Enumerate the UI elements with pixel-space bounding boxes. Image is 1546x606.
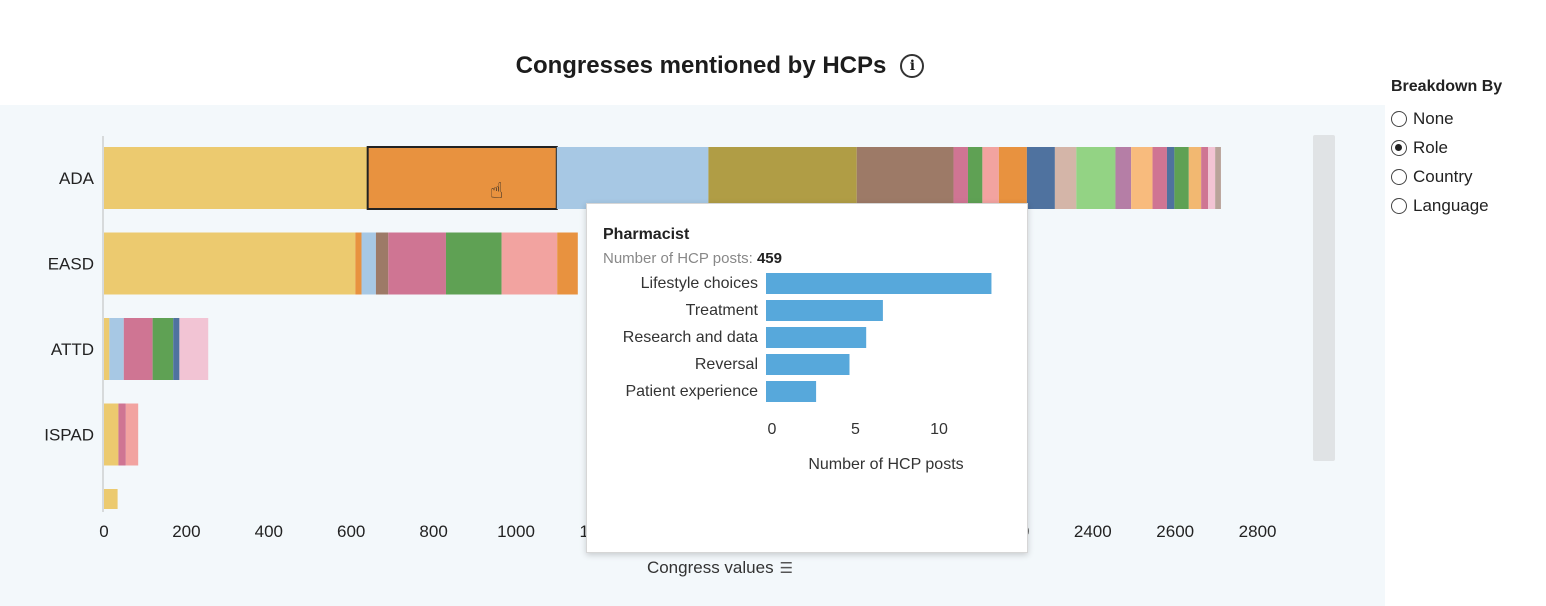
- radio-label: Country: [1413, 166, 1473, 186]
- radio-label: Language: [1413, 195, 1489, 215]
- bar-segment-ispad-0[interactable]: [104, 403, 119, 466]
- bar-segment-easd-5[interactable]: [445, 232, 502, 295]
- bar-segment-ada-2[interactable]: [556, 147, 709, 209]
- tooltip-bar: [766, 354, 850, 375]
- x-axis-label: Congress values: [646, 558, 774, 577]
- tooltip-x-tick: 5: [851, 421, 860, 438]
- radio-option-country[interactable]: Country: [1391, 162, 1502, 191]
- chart-title-wrap: Congresses mentioned by HCPs i: [0, 52, 1440, 80]
- radio-option-language[interactable]: Language: [1391, 191, 1502, 220]
- chart-title: Congresses mentioned by HCPs: [515, 52, 887, 79]
- tooltip-bar: [766, 381, 817, 402]
- bar-segment-ada-3[interactable]: [708, 147, 857, 209]
- x-tick-label: 2800: [1239, 522, 1277, 541]
- tooltip-metric-label: Number of HCP posts:: [603, 250, 753, 267]
- bar-segment-ada-6[interactable]: [967, 147, 983, 209]
- x-tick-label: 800: [419, 522, 447, 541]
- bar-segment-ada-15[interactable]: [1166, 147, 1175, 209]
- radio-label: None: [1413, 108, 1454, 128]
- radio-label: Role: [1413, 137, 1448, 157]
- x-tick-label: 2600: [1156, 522, 1194, 541]
- x-tick-label: 600: [337, 522, 365, 541]
- chart-scrollbar[interactable]: [1313, 135, 1335, 461]
- hand-pointer-icon: ☝: [490, 178, 504, 203]
- bar-segment-ada-0[interactable]: [104, 147, 368, 209]
- tooltip-metric: Number of HCP posts: 459: [603, 250, 782, 267]
- tooltip-bar: [766, 327, 867, 348]
- category-label-attd: ATTD: [51, 340, 94, 359]
- radio-option-role[interactable]: Role: [1391, 133, 1502, 162]
- radio-button[interactable]: [1391, 197, 1407, 214]
- bar-segment-ispad-1[interactable]: [118, 403, 126, 466]
- bar-segment-ada-1[interactable]: [366, 146, 558, 210]
- bar-segment-attd-3[interactable]: [152, 318, 174, 380]
- category-label-easd: EASD: [48, 255, 94, 274]
- bar-segment-ada-16[interactable]: [1174, 147, 1189, 209]
- category-label-ispad: ISPAD: [44, 426, 94, 445]
- x-tick-label: 400: [255, 522, 283, 541]
- bar-segment-ada-13[interactable]: [1131, 147, 1153, 209]
- radio-button[interactable]: [1391, 110, 1407, 127]
- tooltip-title: Pharmacist: [603, 226, 690, 243]
- tooltip-chart: Lifestyle choices Treatment Research and d…: [623, 273, 992, 473]
- bar-segment-easd-0[interactable]: [104, 232, 356, 295]
- bar-segment-attd-1[interactable]: [109, 318, 124, 380]
- bar-segment-ada-11[interactable]: [1076, 147, 1116, 209]
- bar-segment-ada-9[interactable]: [1026, 147, 1055, 209]
- category-label-ada: ADA: [59, 169, 95, 188]
- bar-segment-easd-7[interactable]: [557, 232, 578, 295]
- bar-segment-ada-5[interactable]: [953, 147, 968, 209]
- tooltip-x-axis-label: Number of HCP posts: [808, 456, 963, 473]
- bar-segment-attd-4[interactable]: [173, 318, 180, 380]
- bar-segment-ada-7[interactable]: [982, 147, 999, 209]
- info-icon[interactable]: i: [900, 54, 925, 78]
- x-axis-label-wrap: Congress values ☰: [560, 558, 880, 578]
- bar-segment-ada-4[interactable]: [856, 147, 954, 209]
- tooltip-bar: [766, 300, 883, 321]
- bar-segment-easd-2[interactable]: [361, 232, 376, 295]
- bar-segment-attd-2[interactable]: [123, 318, 153, 380]
- bar-segment-easd-3[interactable]: [375, 232, 389, 295]
- bar-segment-ada-17[interactable]: [1188, 147, 1202, 209]
- tooltip-x-tick: 10: [930, 421, 948, 438]
- x-tick-label: 200: [172, 522, 200, 541]
- bar-segment-ada-20[interactable]: [1215, 147, 1221, 209]
- tooltip-category-label: Research and data: [623, 329, 758, 346]
- tooltip-category-label: Patient experience: [625, 383, 758, 400]
- x-tick-label: 0: [99, 522, 108, 541]
- tooltip-category-label: Reversal: [695, 356, 758, 373]
- bar-segment-ada-10[interactable]: [1054, 147, 1077, 209]
- sort-icon[interactable]: ☰: [779, 560, 794, 577]
- bar-segment-ada-19[interactable]: [1208, 147, 1216, 209]
- bar-segment-easd-1[interactable]: [355, 232, 362, 295]
- bar-segment-ada-8[interactable]: [998, 147, 1027, 209]
- tooltip-bar: [766, 273, 992, 294]
- tooltip-metric-value: 459: [756, 250, 782, 267]
- x-tick-label: 1000: [497, 522, 535, 541]
- tooltip-category-label: Lifestyle choices: [641, 275, 758, 292]
- breakdown-legend: Breakdown By None Role Country Language: [1391, 78, 1502, 220]
- radio-button[interactable]: [1391, 168, 1407, 185]
- bar-segment-ada-14[interactable]: [1152, 147, 1167, 209]
- bar-segment-easd-4[interactable]: [388, 232, 446, 295]
- radio-button[interactable]: [1391, 139, 1407, 156]
- bar-segment-ada-18[interactable]: [1201, 147, 1209, 209]
- bar-segment-attd-0[interactable]: [104, 318, 110, 380]
- breakdown-title: Breakdown By: [1391, 78, 1503, 95]
- radio-option-none[interactable]: None: [1391, 104, 1502, 133]
- bar-segment-ada-12[interactable]: [1115, 147, 1132, 209]
- bar-segment-unnamed-0[interactable]: [104, 489, 118, 509]
- tooltip: Pharmacist Number of HCP posts: 459 Life…: [586, 203, 1028, 553]
- tooltip-x-tick: 0: [768, 421, 777, 438]
- bar-segment-attd-5[interactable]: [179, 318, 209, 380]
- bar-segment-ispad-2[interactable]: [125, 403, 139, 466]
- x-tick-label: 2400: [1074, 522, 1112, 541]
- bar-segment-easd-6[interactable]: [501, 232, 558, 295]
- tooltip-category-label: Treatment: [686, 302, 759, 319]
